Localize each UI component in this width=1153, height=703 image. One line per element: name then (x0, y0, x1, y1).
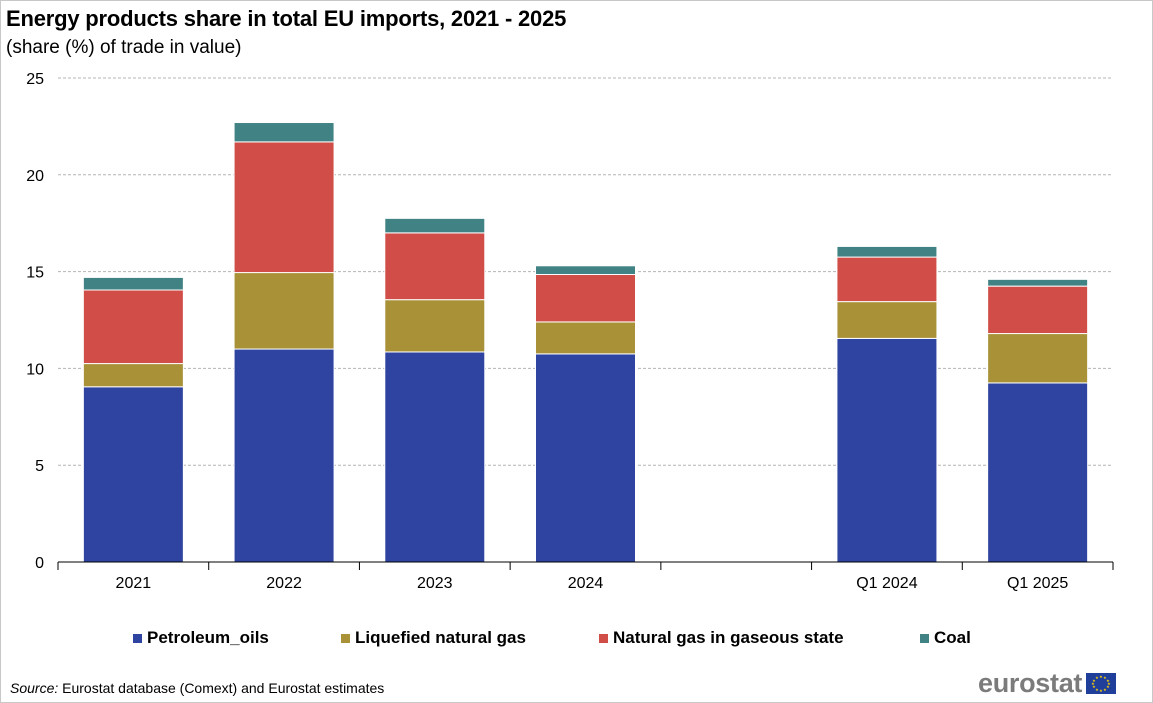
chart-title: Energy products share in total EU import… (6, 6, 567, 31)
x-tick-label: 2024 (568, 575, 604, 592)
bar-segment (384, 351, 486, 563)
chart-subtitle: (share (%) of trade in value) (6, 37, 242, 58)
bar-segment (384, 217, 486, 234)
bar-segment (535, 265, 636, 276)
bar-segment (82, 363, 184, 388)
bar-segment (535, 274, 636, 323)
bar-segment (82, 386, 184, 563)
bar-segment (233, 348, 335, 563)
bar-segment (384, 299, 486, 353)
legend-label: Liquefied natural gas (355, 628, 526, 647)
source-note: Source: Eurostat database (Comext) and E… (10, 680, 384, 696)
source-label: Source: (10, 680, 59, 696)
legend-swatch (599, 633, 608, 643)
x-tick-label: Q1 2024 (856, 575, 917, 592)
bar-segment (836, 245, 938, 258)
bar-segment (836, 337, 938, 563)
y-tick-label: 0 (35, 555, 44, 572)
legend-swatch (920, 633, 929, 643)
x-tick-label: Q1 2025 (1007, 575, 1068, 592)
y-tick-label: 20 (26, 168, 44, 185)
bar-segment (987, 382, 1089, 563)
bar-segment (836, 301, 938, 339)
source-text: Eurostat database (Comext) and Eurostat … (58, 680, 385, 696)
legend-item-natural-gas-gaseous: Natural gas in gaseous state (599, 628, 844, 648)
y-tick-label: 25 (26, 71, 44, 88)
bar-segment (233, 141, 335, 274)
legend-item-coal: Coal (920, 628, 971, 648)
bar-segment (82, 276, 184, 291)
legend-swatch (341, 633, 350, 643)
x-tick-label: 2021 (116, 575, 152, 592)
y-tick-label: 10 (26, 361, 44, 378)
bar-segment (987, 333, 1089, 384)
bar-segment (535, 321, 636, 355)
logo-text: eurostat (978, 668, 1083, 698)
legend-item-liquefied-natural-gas: Liquefied natural gas (341, 628, 526, 648)
bar-segment (233, 122, 335, 143)
y-tick-label: 5 (35, 458, 44, 475)
bar-segment (384, 232, 486, 301)
legend-label: Natural gas in gaseous state (613, 628, 844, 647)
legend-label: Coal (934, 628, 971, 647)
bar-segment (987, 278, 1089, 287)
eu-flag-icon: ★ ★ ★ ★ ★ ★ ★ ★ ★ ★ ★ ★ (1086, 673, 1117, 694)
legend-label: Petroleum_oils (147, 628, 269, 647)
x-tick-label: 2023 (417, 575, 453, 592)
bar-segment (233, 272, 335, 350)
bar-segment (82, 289, 184, 365)
bar-segment (836, 256, 938, 303)
y-tick-label: 15 (26, 265, 44, 282)
x-tick-label: 2022 (266, 575, 302, 592)
chart-legend: Petroleum_oils Liquefied natural gas Nat… (0, 628, 1153, 652)
legend-item-petroleum-oils: Petroleum_oils (133, 628, 269, 648)
eurostat-logo: eurostat ★ ★ ★ ★ ★ ★ ★ ★ ★ ★ ★ ★ (978, 668, 1117, 699)
bar-segment (535, 353, 636, 563)
legend-swatch (133, 633, 142, 643)
bar-segment (987, 285, 1089, 335)
